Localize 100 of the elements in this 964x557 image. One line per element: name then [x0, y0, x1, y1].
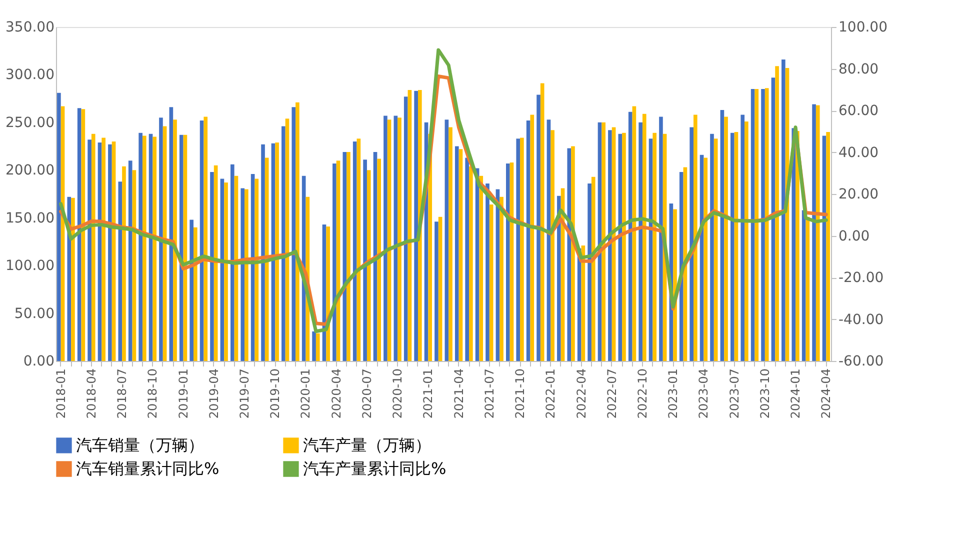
y2-tick-label: 0.00 — [838, 228, 870, 244]
bar — [775, 66, 779, 361]
bar — [816, 105, 820, 361]
bar — [638, 122, 642, 361]
bar — [520, 138, 524, 361]
y2-tick-label: 100.00 — [838, 20, 888, 36]
bar — [387, 120, 392, 361]
bar — [465, 158, 470, 361]
bar — [346, 152, 350, 361]
bar — [377, 158, 381, 361]
y-tick-label: 250.00 — [6, 114, 54, 131]
bar — [138, 132, 142, 361]
bar — [179, 134, 184, 361]
bar — [628, 112, 632, 361]
bar — [571, 146, 575, 361]
x-tick-label: 2021-10 — [513, 368, 528, 419]
bar — [679, 172, 684, 361]
x-tick-label: 2022-10 — [635, 368, 650, 419]
y-tick-label: 350.00 — [6, 20, 54, 36]
bar — [261, 144, 265, 361]
bar — [404, 96, 408, 361]
bar — [118, 182, 122, 361]
bar — [608, 130, 612, 361]
bar — [142, 136, 146, 361]
bar — [448, 127, 452, 361]
x-tick-label: 2023-01 — [666, 368, 680, 419]
x-tick-label: 2018-01 — [54, 368, 68, 419]
y-tick-label: 100.00 — [6, 258, 54, 274]
bar — [363, 160, 367, 361]
bar — [384, 116, 388, 361]
bar — [642, 114, 646, 361]
bar — [567, 148, 572, 361]
bar — [602, 122, 606, 361]
bar — [264, 158, 269, 361]
bar — [332, 163, 336, 361]
bar — [734, 132, 738, 361]
y2-tick-label: -20.00 — [838, 270, 884, 286]
bar — [285, 118, 290, 361]
bar — [57, 92, 61, 361]
legend-label: 汽车产量累计同比% — [303, 459, 446, 478]
bar — [546, 120, 551, 361]
y2-tick-label: -40.00 — [838, 312, 884, 328]
bar — [418, 90, 422, 361]
x-tick-label: 2022-01 — [544, 368, 558, 419]
bar — [128, 160, 132, 361]
bar — [469, 166, 473, 361]
y2-tick-label: 40.00 — [838, 144, 879, 161]
bar — [282, 126, 286, 361]
bar — [720, 110, 724, 361]
bar — [352, 142, 357, 361]
bar — [724, 116, 728, 361]
bar — [622, 132, 626, 361]
bar — [398, 118, 402, 361]
bar — [710, 134, 714, 361]
bar — [577, 248, 582, 361]
bar — [652, 132, 657, 361]
bar — [204, 116, 208, 361]
bar — [122, 166, 126, 361]
bar — [173, 120, 177, 361]
bar — [690, 127, 694, 361]
x-tick-label: 2024-01 — [788, 368, 803, 419]
bar — [220, 178, 224, 361]
bar — [704, 158, 708, 361]
bar — [292, 107, 296, 361]
bar — [730, 132, 734, 361]
x-tick-label: 2019-07 — [238, 368, 252, 419]
bar — [312, 331, 316, 361]
bar — [530, 114, 534, 361]
x-tick-label: 2018-04 — [84, 368, 98, 419]
y-tick-label: 200.00 — [6, 162, 54, 179]
bar — [438, 216, 442, 361]
bar — [224, 182, 228, 361]
x-tick-label: 2023-10 — [758, 368, 772, 419]
bar — [434, 222, 438, 361]
legend-label: 汽车销量（万辆） — [76, 435, 204, 454]
bar — [366, 170, 371, 361]
bar — [408, 90, 412, 361]
bar — [659, 116, 663, 361]
bar — [750, 89, 755, 361]
bar — [275, 142, 279, 361]
bar — [152, 136, 157, 361]
y-tick-label: 150.00 — [6, 210, 54, 226]
bar — [194, 227, 198, 361]
bar — [458, 149, 463, 361]
bar — [342, 152, 347, 361]
x-tick-label: 2020-04 — [329, 368, 344, 419]
y2-tick-label: 80.00 — [838, 61, 879, 78]
x-tick-label: 2020-07 — [360, 368, 374, 419]
bar — [316, 333, 320, 361]
x-tick-label: 2021-04 — [452, 368, 466, 419]
bar — [618, 134, 622, 361]
x-tick-label: 2022-07 — [604, 368, 619, 419]
y2-tick-label: 60.00 — [838, 103, 879, 119]
y-tick-label: 0.00 — [23, 354, 54, 370]
x-tick-label: 2021-01 — [421, 368, 436, 419]
x-tick-label: 2019-04 — [206, 368, 221, 419]
y-tick-label: 50.00 — [14, 306, 54, 322]
bar — [240, 188, 245, 361]
x-tick-label: 2023-07 — [727, 368, 742, 419]
bar — [506, 163, 510, 361]
